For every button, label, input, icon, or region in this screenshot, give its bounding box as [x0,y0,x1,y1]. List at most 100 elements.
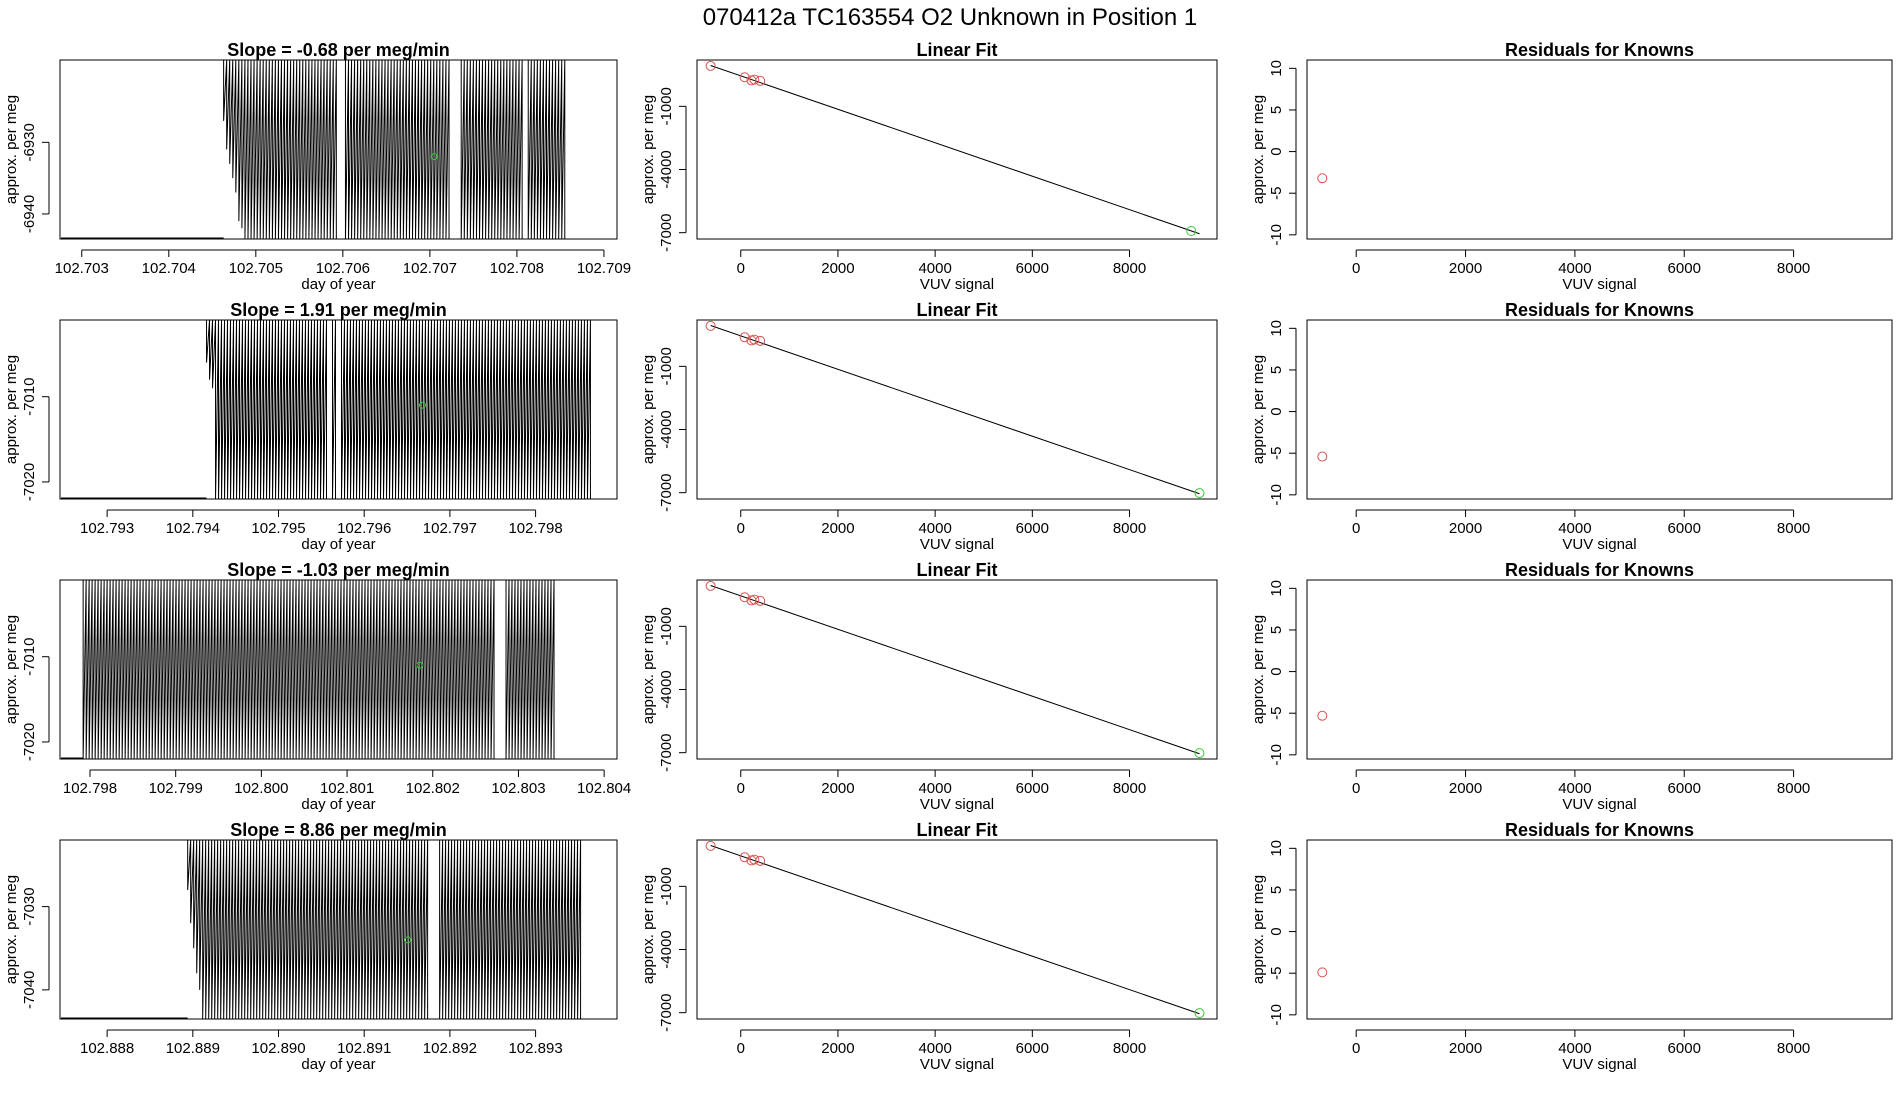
y-tick-label: -7000 [658,733,675,771]
unknown-point [1194,748,1205,759]
x-tick-label: 4000 [1558,780,1591,797]
x-tick-label: 8000 [1777,1040,1810,1057]
residual-point [1317,173,1328,184]
known-point [749,74,760,85]
y-tick-label: -1000 [658,87,675,125]
x-tick-label: 102.703 [55,260,109,277]
x-tick-label: 4000 [918,780,951,797]
x-tick-label: 102.793 [80,520,134,537]
x-tick-label: 4000 [918,520,951,537]
x-tick-label: 102.802 [406,780,460,797]
x-tick-label: 102.798 [63,780,117,797]
x-tick-label: 6000 [1016,780,1049,797]
x-tick-label: 8000 [1777,260,1810,277]
x-axis-label: VUV signal [920,796,994,813]
trace-series-line [206,319,591,500]
panel-residuals-3: Residuals for Knowns 0 2000 4000 6000 8000 VUV… [1250,560,1893,813]
x-tick-label: 2000 [1449,260,1482,277]
y-tick-label: 5 [1268,886,1285,894]
x-tick-label: 4000 [918,1040,951,1057]
y-tick-label: 10 [1268,60,1285,77]
y-tick-label: -7000 [658,993,675,1031]
panel-title: Residuals for Knowns [1505,820,1694,840]
x-tick-label: 0 [1352,260,1360,277]
x-tick-label: 8000 [1113,520,1146,537]
panel-title: Linear Fit [916,40,997,60]
y-tick-label: -7010 [21,638,38,676]
x-tick-label: 102.799 [149,780,203,797]
panel-fit-2: Linear Fit 0 2000 4000 6000 8000 VUV signal -10… [640,300,1218,553]
known-point [739,72,750,83]
x-tick-label: 6000 [1668,520,1701,537]
unknown-point [1194,488,1205,499]
panel-residuals-4: Residuals for Knowns 0 2000 4000 6000 8000 VUV… [1250,820,1893,1073]
known-point [705,60,716,71]
plot-frame [696,319,1218,500]
y-tick-label: -7000 [658,473,675,511]
y-tick-label: -7020 [21,463,38,501]
y-tick-label: -5 [1268,707,1285,720]
y-tick-label: -4000 [658,670,675,708]
panel-title: Residuals for Knowns [1505,300,1694,320]
x-tick-label: 2000 [821,260,854,277]
x-axis-label: VUV signal [1562,276,1636,293]
unknown-marker [404,936,412,944]
y-tick-label: -10 [1268,484,1285,506]
y-tick-label: -10 [1268,744,1285,766]
panel-title: Slope = 8.86 per meg/min [230,820,447,840]
y-tick-label: 0 [1268,147,1285,155]
y-tick-label: -7040 [21,971,38,1009]
known-point [755,855,766,866]
x-tick-label: 102.708 [490,260,544,277]
fit-line [710,325,1200,495]
x-tick-label: 6000 [1668,780,1701,797]
y-tick-label: 5 [1268,106,1285,114]
x-axis-label: VUV signal [920,276,994,293]
y-tick-label: -10 [1268,1004,1285,1026]
x-tick-label: 0 [737,520,745,537]
x-axis-label: VUV signal [920,536,994,553]
trace-series-line [187,839,582,1020]
y-axis-label: approx. per meg [1250,615,1267,724]
plot-frame [696,59,1218,240]
y-tick-label: -4000 [658,150,675,188]
y-tick-label: -1000 [658,867,675,905]
y-axis-label: approx. per meg [3,875,20,984]
y-tick-label: 0 [1268,407,1285,415]
y-tick-label: -1000 [658,607,675,645]
y-tick-label: -5 [1268,187,1285,200]
plot-frame [696,579,1218,760]
y-tick-label: 5 [1268,366,1285,374]
plot-frame [1306,839,1893,1020]
page-title: 070412a TC163554 O2 Unknown in Position … [703,4,1198,31]
x-tick-label: 102.796 [337,520,391,537]
plot-frame [1306,319,1893,500]
known-point [739,852,750,863]
panel-title: Residuals for Knowns [1505,40,1694,60]
x-tick-label: 102.891 [337,1040,391,1057]
y-tick-label: 10 [1268,580,1285,597]
x-tick-label: 8000 [1777,780,1810,797]
x-tick-label: 2000 [821,1040,854,1057]
y-tick-label: 0 [1268,927,1285,935]
x-tick-label: 0 [1352,780,1360,797]
x-axis-label: day of year [301,276,375,293]
y-tick-label: -4000 [658,410,675,448]
x-tick-label: 102.797 [423,520,477,537]
x-tick-label: 6000 [1668,260,1701,277]
panel-title: Linear Fit [916,300,997,320]
fit-line [710,845,1200,1015]
unknown-point [1194,1008,1205,1019]
x-tick-label: 0 [737,260,745,277]
x-tick-label: 102.893 [508,1040,562,1057]
x-tick-label: 4000 [918,260,951,277]
x-tick-label: 4000 [1558,1040,1591,1057]
x-tick-label: 2000 [1449,1040,1482,1057]
x-tick-label: 102.795 [251,520,305,537]
x-tick-label: 2000 [821,520,854,537]
x-axis-label: VUV signal [1562,536,1636,553]
known-point [705,580,716,591]
x-tick-label: 8000 [1113,260,1146,277]
residual-point [1317,710,1328,721]
